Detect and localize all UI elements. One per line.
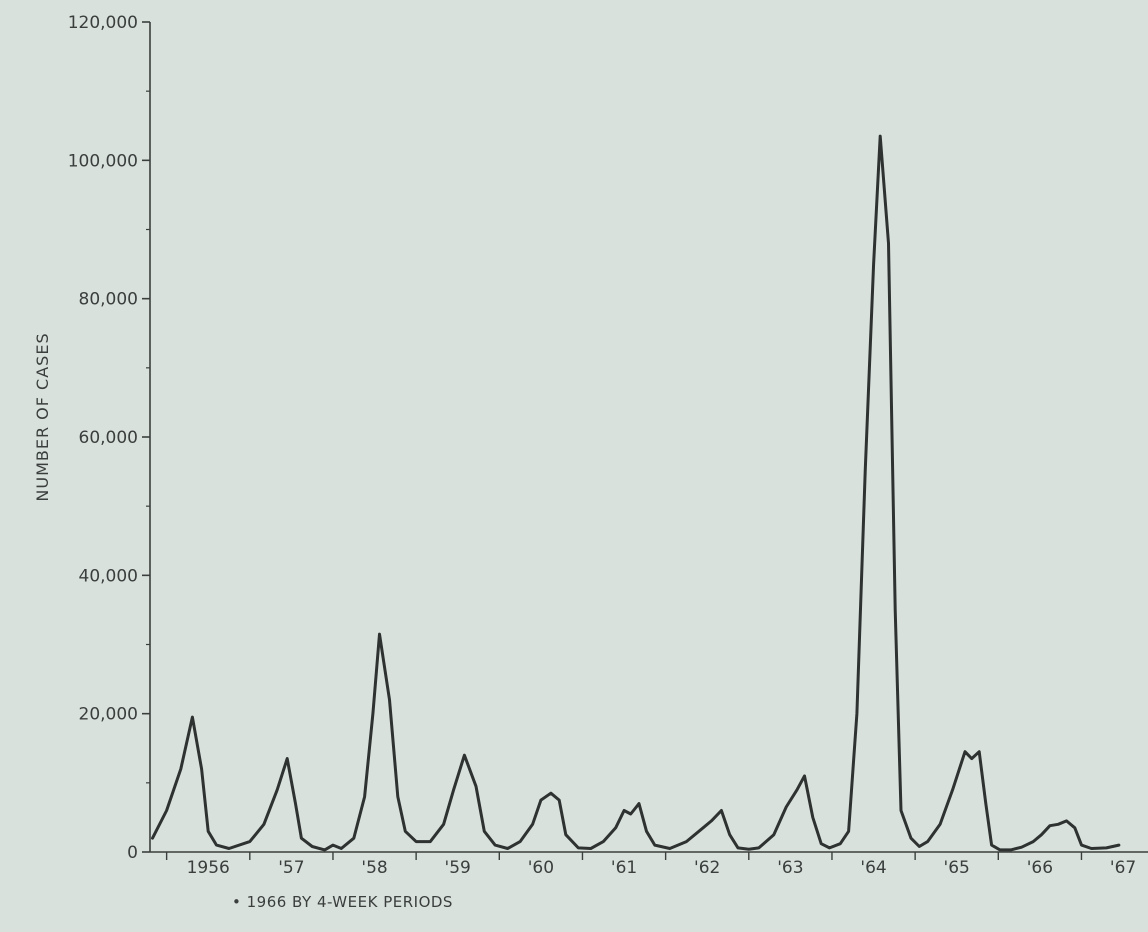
y-tick-label: 60,000 [79, 428, 138, 448]
x-tick-label: '60 [528, 858, 554, 878]
series-line [151, 134, 1121, 852]
x-ticks: 1956 '57 '58 '59 '60 '61 '62 '63 '64 '65 '66 '67 [165, 852, 1136, 878]
footnote: • 1966 BY 4-WEEK PERIODS [232, 893, 453, 911]
y-tick-label: 80,000 [79, 290, 138, 310]
x-tick-label: '66 [1027, 858, 1053, 878]
y-axis-label: NUMBER OF CASES [33, 332, 52, 501]
x-tick-label: '64 [860, 858, 886, 878]
x-tick-label: '58 [361, 858, 387, 878]
y-tick-label: 20,000 [79, 705, 138, 725]
series-layer [151, 134, 1121, 852]
y-tick-label: 40,000 [79, 566, 138, 586]
x-tick-label: '67 [1110, 858, 1136, 878]
x-tick-label: '59 [445, 858, 471, 878]
x-tick-label: 1956 [187, 858, 230, 878]
y-ticks: 0 20,000 40,000 60,000 80,000 100,000 120,000 [68, 13, 150, 863]
x-tick-label: '57 [278, 858, 304, 878]
y-tick-label: 120,000 [68, 13, 138, 33]
y-tick-label: 0 [127, 843, 138, 863]
x-tick-label: '65 [944, 858, 970, 878]
x-tick-label: '63 [777, 858, 803, 878]
y-axis-label-group: NUMBER OF CASES [33, 332, 52, 501]
x-tick-label: '62 [694, 858, 720, 878]
x-tick-label: '61 [611, 858, 637, 878]
y-tick-label: 100,000 [68, 151, 138, 171]
axes [149, 22, 1148, 853]
